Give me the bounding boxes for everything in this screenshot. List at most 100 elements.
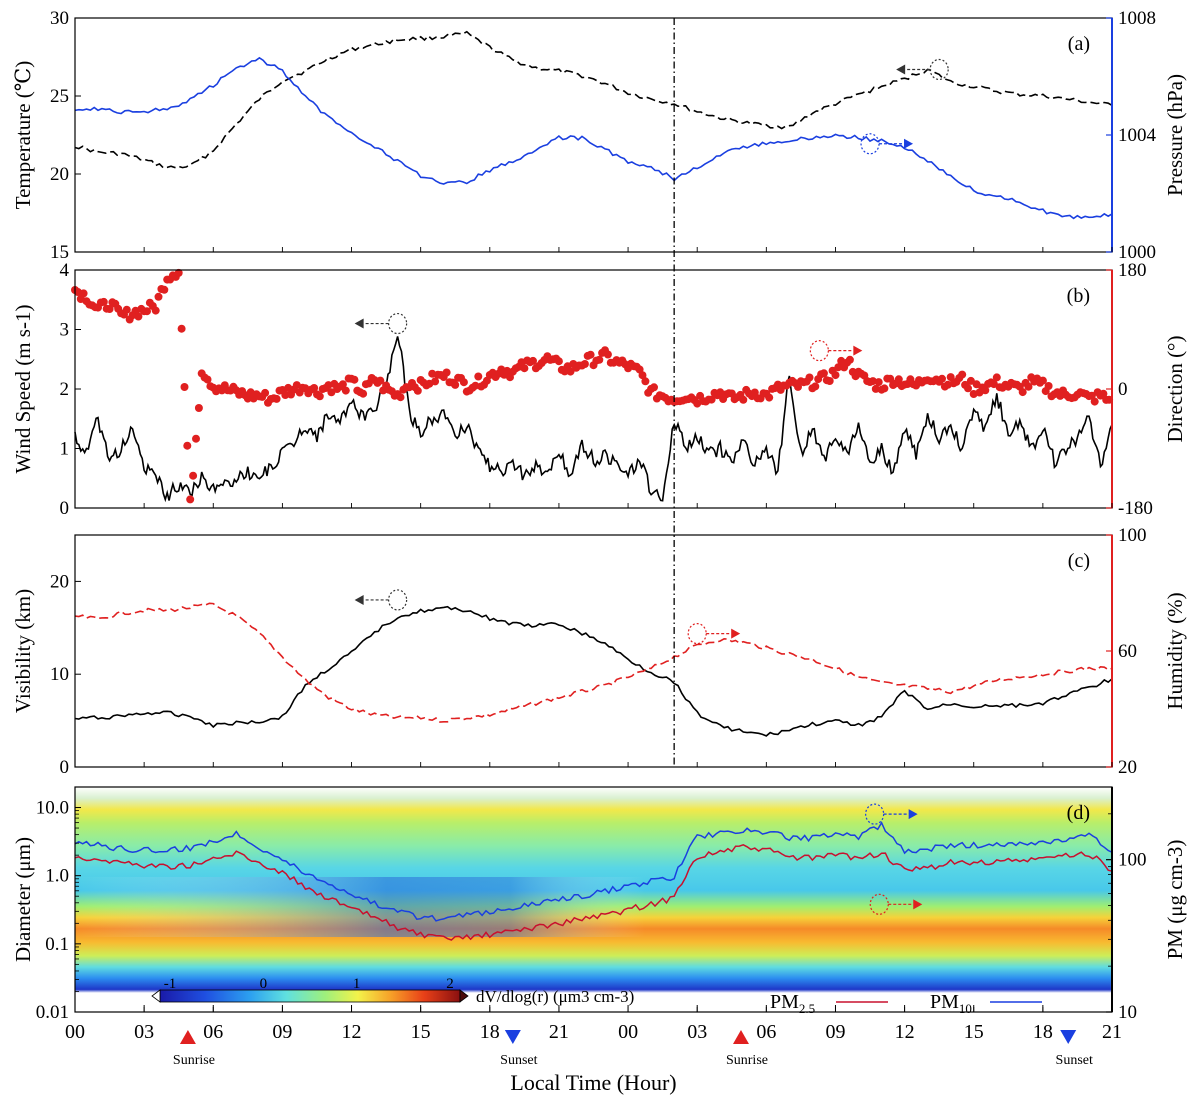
- right-tick-label: 1004: [1118, 125, 1157, 146]
- right-tick-label: 100: [1118, 525, 1147, 546]
- annotation-arrowhead: [896, 64, 906, 75]
- direction-point: [958, 370, 967, 379]
- x-tick-label: 06: [756, 1021, 776, 1043]
- annotation-circle: [388, 312, 408, 335]
- annotation-arrowhead: [913, 899, 923, 910]
- left-tick-label: 30: [50, 8, 69, 29]
- y-axis-label-left: Visibility (km): [11, 589, 35, 713]
- panel-label-c: (c): [1068, 550, 1090, 572]
- direction-point: [811, 382, 820, 391]
- direction-point: [338, 380, 347, 389]
- right-tick-label: 10: [1118, 1002, 1137, 1023]
- x-tick-label: 03: [134, 1021, 154, 1043]
- sunset-label: Sunset: [1056, 1053, 1093, 1068]
- direction-point: [177, 324, 186, 333]
- panel-label-b: (b): [1067, 285, 1090, 307]
- direction-point: [315, 392, 324, 401]
- x-tick-label: 12: [342, 1021, 362, 1043]
- direction-point: [105, 305, 114, 313]
- direction-point: [638, 371, 647, 380]
- direction-point: [261, 388, 270, 397]
- direction-point: [203, 375, 212, 384]
- right-tick-label: 20: [1118, 757, 1137, 778]
- annotation-circle: [687, 622, 707, 645]
- direction-point: [981, 386, 990, 395]
- direction-point: [964, 384, 972, 393]
- right-tick-label: 100: [1118, 850, 1147, 871]
- x-tick-label: 00: [65, 1021, 85, 1043]
- x-tick-label: 03: [687, 1021, 707, 1043]
- direction-point: [99, 297, 108, 306]
- direction-point: [359, 389, 368, 398]
- direction-point: [310, 384, 319, 392]
- direction-point: [1038, 376, 1047, 385]
- direction-point: [586, 350, 595, 359]
- colorbar-tick-label: -1: [164, 976, 177, 992]
- y-axis-label-right: Pressure (hPa): [1163, 74, 1187, 196]
- direction-point: [350, 375, 359, 384]
- direction-point: [376, 376, 385, 385]
- direction-point: [886, 374, 895, 383]
- series-a-right-line: [74, 56, 1113, 220]
- x-tick-label: 06: [203, 1021, 223, 1043]
- direction-point: [122, 305, 131, 314]
- direction-point: [189, 471, 198, 480]
- heatmap-low-band: [75, 877, 1112, 937]
- direction-point: [194, 404, 203, 412]
- direction-point: [451, 380, 460, 389]
- left-tick-label: 2: [60, 379, 70, 400]
- colorbar-tick-label: 2: [446, 976, 454, 992]
- right-tick-label: -180: [1118, 498, 1153, 519]
- direction-point: [442, 368, 451, 377]
- direction-point: [529, 356, 537, 365]
- direction-point: [834, 363, 843, 372]
- direction-point: [1044, 382, 1053, 390]
- annotation-circle: [860, 133, 880, 155]
- direction-point: [603, 350, 612, 359]
- x-tick-label: 21: [1102, 1021, 1122, 1043]
- direction-point: [79, 289, 88, 298]
- direction-point: [845, 355, 854, 364]
- direction-point: [341, 386, 350, 395]
- direction-point: [474, 372, 483, 381]
- direction-point: [566, 367, 575, 376]
- direction-point: [805, 373, 814, 382]
- direction-point: [183, 441, 192, 450]
- left-tick-label: 0: [60, 757, 70, 778]
- direction-point: [396, 393, 405, 402]
- direction-point: [825, 377, 834, 385]
- direction-point: [739, 395, 748, 404]
- annotation-circle: [809, 340, 829, 362]
- left-tick-label: 10: [50, 664, 69, 685]
- annotation-arrowhead: [908, 809, 918, 820]
- sunrise-marker: [732, 1030, 749, 1044]
- sunrise-marker: [179, 1030, 196, 1044]
- direction-point: [1024, 382, 1033, 391]
- annotation-arrowhead: [354, 594, 364, 605]
- left-tick-label: 20: [50, 164, 69, 185]
- annotation-circle: [929, 58, 949, 81]
- direction-point: [143, 307, 151, 316]
- right-tick-label: 1000: [1118, 242, 1156, 263]
- right-tick-label: 180: [1118, 260, 1147, 281]
- direction-point: [650, 383, 658, 392]
- direction-point: [151, 306, 160, 315]
- y-axis-label-right: Direction (°): [1163, 336, 1187, 443]
- left-tick-label: 1.0: [45, 866, 69, 887]
- x-tick-label: 09: [825, 1021, 845, 1043]
- sunrise-label: Sunrise: [173, 1053, 215, 1068]
- series-c-right-line: [74, 602, 1113, 723]
- direction-point: [180, 383, 189, 391]
- colorbar-label: dV/dlog(r) (μm3 cm-3): [476, 987, 634, 1006]
- left-tick-label: 10.0: [36, 798, 69, 819]
- annotation-arrowhead: [731, 628, 741, 639]
- right-tick-label: 60: [1118, 641, 1137, 662]
- direction-point: [946, 373, 955, 382]
- colorbar: [159, 989, 461, 1003]
- x-tick-label: 15: [964, 1021, 984, 1043]
- direction-point: [1090, 397, 1099, 406]
- annotation-arrowhead: [354, 318, 364, 329]
- colorbar-tick-label: 0: [260, 976, 268, 992]
- x-tick-label: 18: [1033, 1021, 1053, 1043]
- direction-point: [272, 394, 281, 403]
